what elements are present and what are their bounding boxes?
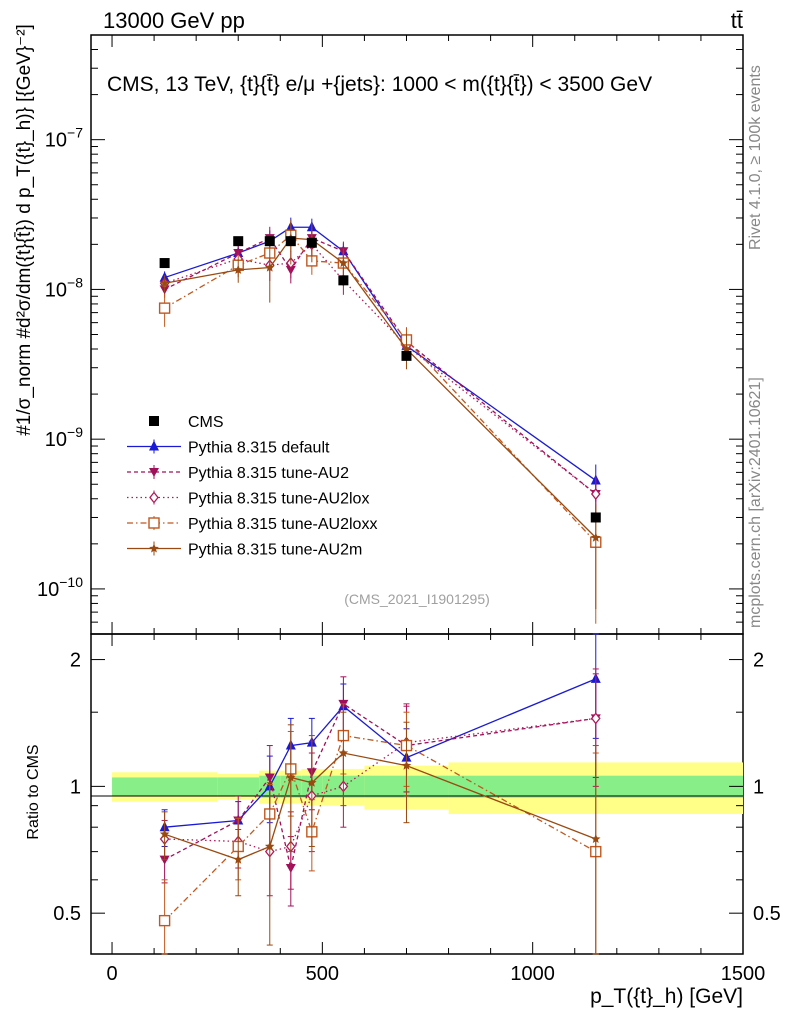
x-tick-label: 500: [306, 963, 339, 985]
legend-label: Pythia 8.315 tune-AU2loxx: [188, 516, 377, 533]
cms-data-point: [590, 512, 601, 523]
ratio-point: [158, 914, 171, 927]
main-series-layer: [158, 217, 602, 624]
cms-data-layer: [159, 236, 601, 523]
ratio-series-layer: [158, 633, 602, 955]
axes: 0 500 1000 1500 10−10 10−9 10−8 10−7 0.5 0.5 1 1 2 2: [37, 34, 781, 985]
legend-marker: [149, 468, 159, 477]
series-line: [164, 237, 597, 539]
series-line: [164, 243, 597, 495]
series-point: [265, 262, 275, 272]
ratio-band-inner: [112, 777, 218, 796]
legend-label: Pythia 8.315 tune-AU2m: [188, 542, 362, 559]
x-tick-label: 1500: [721, 963, 766, 985]
ratio-tick-label: 0.5: [53, 903, 81, 925]
cms-data-point: [233, 236, 244, 247]
ratio-tick-label-right: 0.5: [753, 903, 781, 925]
legend-marker: [148, 517, 160, 529]
legend-marker: [149, 491, 159, 504]
ratio-tick-label-right: 2: [753, 650, 764, 672]
ratio-point: [265, 841, 275, 851]
legend-label: Pythia 8.315 tune-AU2: [188, 465, 349, 482]
legend-marker: [149, 416, 159, 426]
ratio-point: [591, 834, 601, 843]
rivet-label: Rivet 4.1.0, ≥ 100k events: [747, 65, 764, 250]
x-tick-label: 0: [106, 963, 117, 985]
header-left: 13000 GeV pp: [103, 8, 245, 33]
ratio-band-inner: [217, 777, 260, 796]
series-point: [159, 278, 170, 288]
y-tick-label: 10−9: [45, 424, 83, 451]
legend: CMS Pythia 8.315 default Pythia 8.315 tune…: [127, 414, 377, 559]
ratio-series-line: [164, 702, 596, 869]
series-point: [233, 264, 243, 274]
analysis-tag: (CMS_2021_I1901295): [344, 591, 490, 607]
ratio-point: [307, 777, 317, 787]
ratio-point: [401, 760, 412, 770]
ratio-tick-label-right: 1: [753, 776, 764, 798]
header-right: tt̄: [731, 8, 743, 33]
legend-marker: [149, 543, 159, 553]
plot-title: CMS, 13 TeV, {t}{t̄} e/μ +{jets}: 1000 <…: [107, 73, 652, 96]
series-point: [590, 488, 601, 501]
legend-marker: [149, 440, 159, 451]
series-point: [158, 302, 171, 314]
x-axis-label: p_T({t}_h) [GeV]: [590, 985, 743, 1008]
cms-data-point: [285, 236, 296, 247]
y-tick-label: 10−7: [45, 125, 83, 152]
ratio-series-line: [164, 678, 597, 828]
series-point: [591, 532, 601, 542]
ratio-point: [264, 773, 275, 783]
cms-data-point: [264, 236, 275, 247]
y-tick-label: 10−10: [37, 574, 83, 601]
mcplots-label: mcplots.cern.ch [arXiv:2401.10621]: [747, 377, 764, 628]
y-tick-label: 10−8: [45, 274, 83, 301]
ratio-point: [233, 854, 243, 864]
ratio-series-line: [164, 717, 596, 853]
cms-data-point: [159, 258, 170, 269]
legend-label: Pythia 8.315 tune-AU2lox: [188, 491, 369, 508]
x-tick-label: 1000: [510, 963, 555, 985]
series-point: [401, 344, 412, 354]
ratio-tick-label: 2: [70, 650, 81, 672]
cms-data-point: [306, 237, 317, 248]
ratio-tick-label: 1: [70, 776, 81, 798]
ratio-y-axis-label: Ratio to CMS: [25, 744, 42, 839]
series-line: [164, 237, 597, 495]
ratio-point: [286, 772, 296, 782]
cms-data-point: [401, 350, 412, 361]
ratio-point: [159, 829, 170, 839]
ratio-uncertainty-bands: [112, 762, 743, 814]
legend-label: CMS: [188, 414, 224, 431]
legend-label: Pythia 8.315 default: [188, 440, 330, 457]
ratio-point: [590, 712, 601, 725]
series-point: [338, 258, 349, 268]
ratio-point: [338, 748, 349, 758]
ratio-series-line: [164, 752, 597, 861]
y-axis-label: #1/σ_norm #d²σ/dm({t}{t̄}) d p_T({t}_h)}…: [14, 24, 35, 436]
cms-data-point: [338, 275, 349, 286]
